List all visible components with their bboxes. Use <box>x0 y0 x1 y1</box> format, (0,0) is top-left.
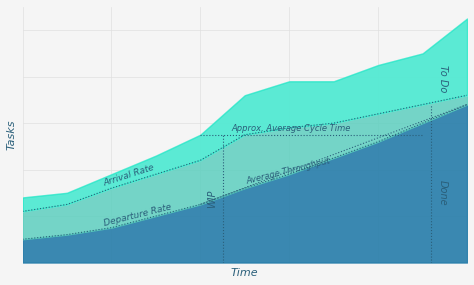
Text: Done: Done <box>438 180 448 205</box>
Y-axis label: Tasks: Tasks <box>7 119 17 150</box>
Text: Approx. Average Cycle Time: Approx. Average Cycle Time <box>231 124 351 133</box>
X-axis label: Time: Time <box>231 268 259 278</box>
Text: Departure Rate: Departure Rate <box>102 202 172 228</box>
Text: Arrival Rate: Arrival Rate <box>102 163 156 188</box>
Text: To Do: To Do <box>438 65 448 93</box>
Text: WIP: WIP <box>207 189 217 207</box>
Text: Average Throughput: Average Throughput <box>245 156 331 186</box>
